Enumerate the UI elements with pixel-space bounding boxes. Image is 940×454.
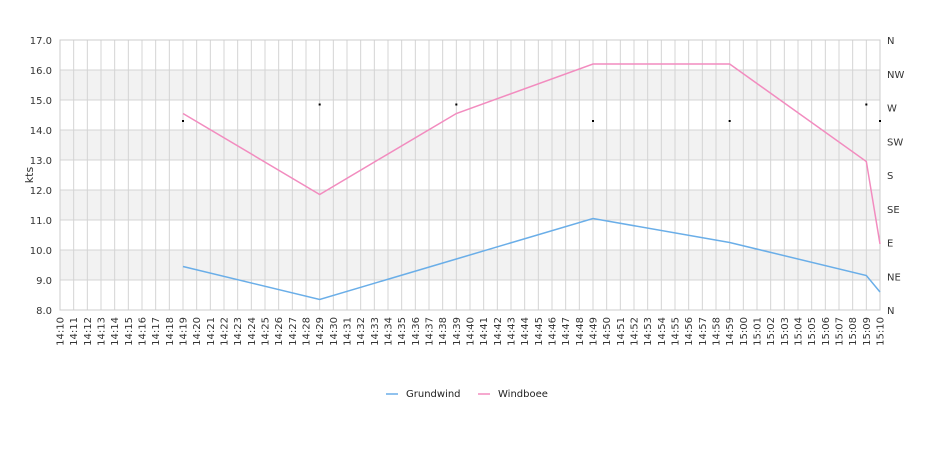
direction-marker — [865, 103, 868, 106]
x-tick-label: 15:08 — [848, 317, 859, 346]
x-tick-label: 14:38 — [438, 317, 449, 346]
x-tick-label: 15:03 — [780, 317, 791, 346]
direction-marker — [728, 120, 731, 122]
x-tick-label: 14:45 — [534, 317, 545, 346]
x-tick-label: 14:25 — [261, 317, 272, 346]
x-tick-label: 14:24 — [247, 317, 258, 346]
y2-tick-label: NW — [887, 70, 904, 81]
x-tick-label: 14:16 — [138, 317, 149, 346]
x-tick-label: 15:10 — [876, 317, 887, 346]
x-tick-label: 14:47 — [561, 317, 572, 346]
x-tick-label: 14:58 — [712, 317, 723, 346]
x-tick-label: 14:10 — [56, 317, 67, 346]
y2-tick-label: N — [887, 306, 894, 317]
x-tick-label: 14:19 — [179, 317, 190, 346]
x-tick-label: 14:49 — [589, 317, 600, 346]
x-tick-label: 14:52 — [630, 317, 641, 346]
x-tick-label: 14:40 — [466, 317, 477, 346]
y-tick-label: 9.0 — [36, 276, 52, 287]
y-tick-label: 10.0 — [30, 246, 52, 257]
x-tick-label: 14:21 — [206, 317, 217, 346]
y-tick-label: 8.0 — [36, 306, 52, 317]
x-tick-label: 14:13 — [97, 317, 108, 346]
x-tick-label: 14:35 — [397, 317, 408, 346]
x-tick-label: 14:30 — [329, 317, 340, 346]
x-tick-label: 14:15 — [124, 317, 135, 346]
x-tick-label: 14:43 — [507, 317, 518, 346]
x-tick-label: 14:48 — [575, 317, 586, 346]
direction-marker — [879, 120, 881, 122]
legend-label: Windboee — [498, 389, 548, 400]
legend: Grundwind Windboee — [386, 389, 548, 400]
x-tick-label: 14:42 — [493, 317, 504, 346]
y-tick-label: 14.0 — [30, 126, 52, 137]
x-tick-label: 14:55 — [671, 317, 682, 346]
x-tick-label: 14:18 — [165, 317, 176, 346]
y-tick-label: 17.0 — [30, 36, 52, 47]
x-tick-label: 14:31 — [343, 317, 354, 346]
direction-marker — [182, 120, 184, 122]
y-axis-label: kts — [23, 167, 36, 184]
x-tick-label: 14:34 — [384, 317, 395, 346]
x-tick-label: 14:32 — [356, 317, 367, 346]
x-tick-label: 14:28 — [302, 317, 313, 346]
x-tick-label: 14:56 — [684, 317, 695, 346]
x-tick-label: 14:46 — [548, 317, 559, 346]
y2-tick-label: W — [887, 104, 897, 115]
x-tick-label: 14:44 — [520, 317, 531, 346]
direction-marker — [592, 120, 594, 122]
x-tick-label: 15:07 — [835, 317, 846, 346]
x-tick-label: 15:00 — [739, 317, 750, 346]
direction-marker — [455, 103, 458, 106]
x-tick-label: 15:01 — [753, 317, 764, 346]
x-tick-label: 14:36 — [411, 317, 422, 346]
x-tick-label: 14:26 — [274, 317, 285, 346]
x-tick-label: 14:39 — [452, 317, 463, 346]
x-tick-label: 15:02 — [766, 317, 777, 346]
x-tick-label: 14:50 — [602, 317, 613, 346]
x-tick-label: 15:09 — [862, 317, 873, 346]
x-tick-label: 15:05 — [807, 317, 818, 346]
y2-tick-label: E — [887, 239, 893, 250]
x-tick-label: 14:12 — [83, 317, 94, 346]
x-tick-label: 15:04 — [794, 317, 805, 346]
x-tick-label: 15:06 — [821, 317, 832, 346]
y-tick-label: 12.0 — [30, 186, 52, 197]
series-line-grundwind — [182, 217, 881, 301]
plot-area — [59, 39, 881, 311]
x-tick-label: 14:23 — [233, 317, 244, 346]
y-tick-label: 13.0 — [30, 156, 52, 167]
x-tick-label: 14:29 — [315, 317, 326, 346]
x-tick-label: 14:54 — [657, 317, 668, 346]
x-tick-label: 14:22 — [220, 317, 231, 346]
y-tick-label: 11.0 — [30, 216, 52, 227]
direction-marker — [318, 103, 321, 106]
x-tick-label: 14:33 — [370, 317, 381, 346]
legend-label: Grundwind — [406, 389, 461, 400]
x-tick-label: 14:59 — [725, 317, 736, 346]
x-tick-label: 14:53 — [643, 317, 654, 346]
x-tick-label: 14:57 — [698, 317, 709, 346]
y2-tick-label: S — [887, 171, 893, 182]
x-tick-label: 14:20 — [192, 317, 203, 346]
x-tick-label: 14:51 — [616, 317, 627, 346]
x-tick-label: 14:37 — [425, 317, 436, 346]
x-tick-label: 14:11 — [69, 317, 80, 346]
x-tick-label: 14:17 — [151, 317, 162, 346]
y2-tick-label: SE — [887, 205, 900, 216]
x-tick-label: 14:27 — [288, 317, 299, 346]
series-line-windboee — [182, 63, 881, 245]
x-tick-label: 14:14 — [110, 317, 121, 346]
y2-tick-label: NE — [887, 272, 901, 283]
y-tick-label: 16.0 — [30, 66, 52, 77]
y2-tick-label: N — [887, 36, 894, 47]
y2-tick-label: SW — [887, 137, 903, 148]
x-tick-label: 14:41 — [479, 317, 490, 346]
y-tick-label: 15.0 — [30, 96, 52, 107]
